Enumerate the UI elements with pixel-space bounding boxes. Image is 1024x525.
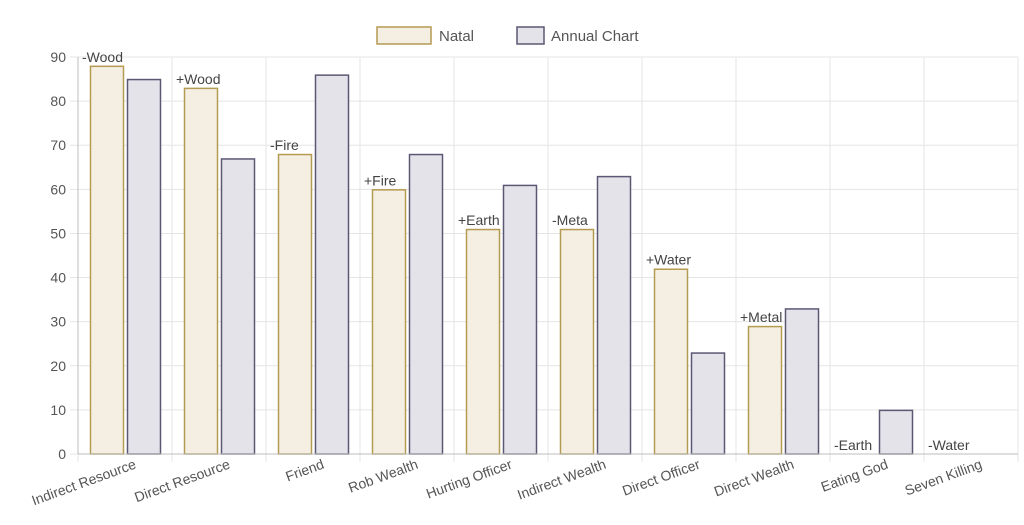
y-tick-label: 10 <box>50 402 66 418</box>
x-category-label: Direct Officer <box>620 456 702 499</box>
bar-natal[interactable] <box>183 87 219 455</box>
legend-swatch <box>376 26 432 45</box>
x-category-label: Indirect Wealth <box>515 456 608 503</box>
y-tick-label: 90 <box>50 49 66 65</box>
y-tick-label: 70 <box>50 137 66 153</box>
bar-annotation: +Metal <box>740 309 782 325</box>
bar-annual-chart[interactable] <box>878 409 914 455</box>
bar-annotation: -Water <box>928 437 970 453</box>
bar-natal[interactable] <box>465 228 501 455</box>
bar-annotation: +Fire <box>364 172 397 188</box>
bar-annotation: +Earth <box>458 212 500 228</box>
bars <box>89 65 914 455</box>
y-tick-label: 60 <box>50 181 66 197</box>
x-category-label: Rob Wealth <box>346 456 420 496</box>
bar-natal[interactable] <box>89 65 125 455</box>
bar-annual-chart[interactable] <box>784 308 820 455</box>
x-category-label: Direct Resource <box>132 456 232 505</box>
legend-label: Annual Chart <box>551 28 639 45</box>
x-category-label: Hurting Officer <box>424 456 514 502</box>
bar-natal[interactable] <box>371 189 407 455</box>
x-category-label: Indirect Resource <box>29 456 138 509</box>
bar-annual-chart[interactable] <box>408 153 444 455</box>
bar-annual-chart[interactable] <box>596 175 632 455</box>
legend[interactable]: Natal Annual Chart <box>376 26 639 45</box>
bar-annotation: -Wood <box>82 49 123 65</box>
bar-annual-chart[interactable] <box>502 184 538 455</box>
legend-label: Natal <box>439 28 474 45</box>
x-category-label: Eating God <box>819 456 890 495</box>
x-category-label: Friend <box>283 456 326 485</box>
legend-swatch <box>516 26 545 45</box>
bar-natal[interactable] <box>653 268 689 455</box>
y-tick-label: 80 <box>50 93 66 109</box>
bar-annotation: +Wood <box>176 71 221 87</box>
bar-annual-chart[interactable] <box>314 74 350 455</box>
legend-item-annual-chart[interactable]: Annual Chart <box>516 26 639 45</box>
bar-annotation: +Water <box>646 252 691 268</box>
bar-annual-chart[interactable] <box>220 158 256 455</box>
y-tick-label: 30 <box>50 314 66 330</box>
bar-natal[interactable] <box>277 153 313 455</box>
y-tick-label: 40 <box>50 270 66 286</box>
bar-annotation: -Earth <box>834 437 872 453</box>
bar-natal[interactable] <box>747 325 783 455</box>
x-category-label: Direct Wealth <box>712 456 796 500</box>
y-tick-label: 0 <box>58 446 66 462</box>
bar-annotation: -Meta <box>552 212 588 228</box>
bar-annual-chart[interactable] <box>690 352 726 455</box>
legend-item-natal[interactable]: Natal <box>376 26 474 45</box>
x-category-label: Seven Killing <box>902 456 984 499</box>
bar-annual-chart[interactable] <box>126 78 162 455</box>
y-tick-label: 50 <box>50 225 66 241</box>
bar-natal[interactable] <box>559 228 595 455</box>
annotations: -Wood +Wood -Fire +Fire +Earth -Meta +Water +Me… <box>82 49 970 453</box>
bar-annotation: -Fire <box>270 137 299 153</box>
y-tick-label: 20 <box>50 358 66 374</box>
